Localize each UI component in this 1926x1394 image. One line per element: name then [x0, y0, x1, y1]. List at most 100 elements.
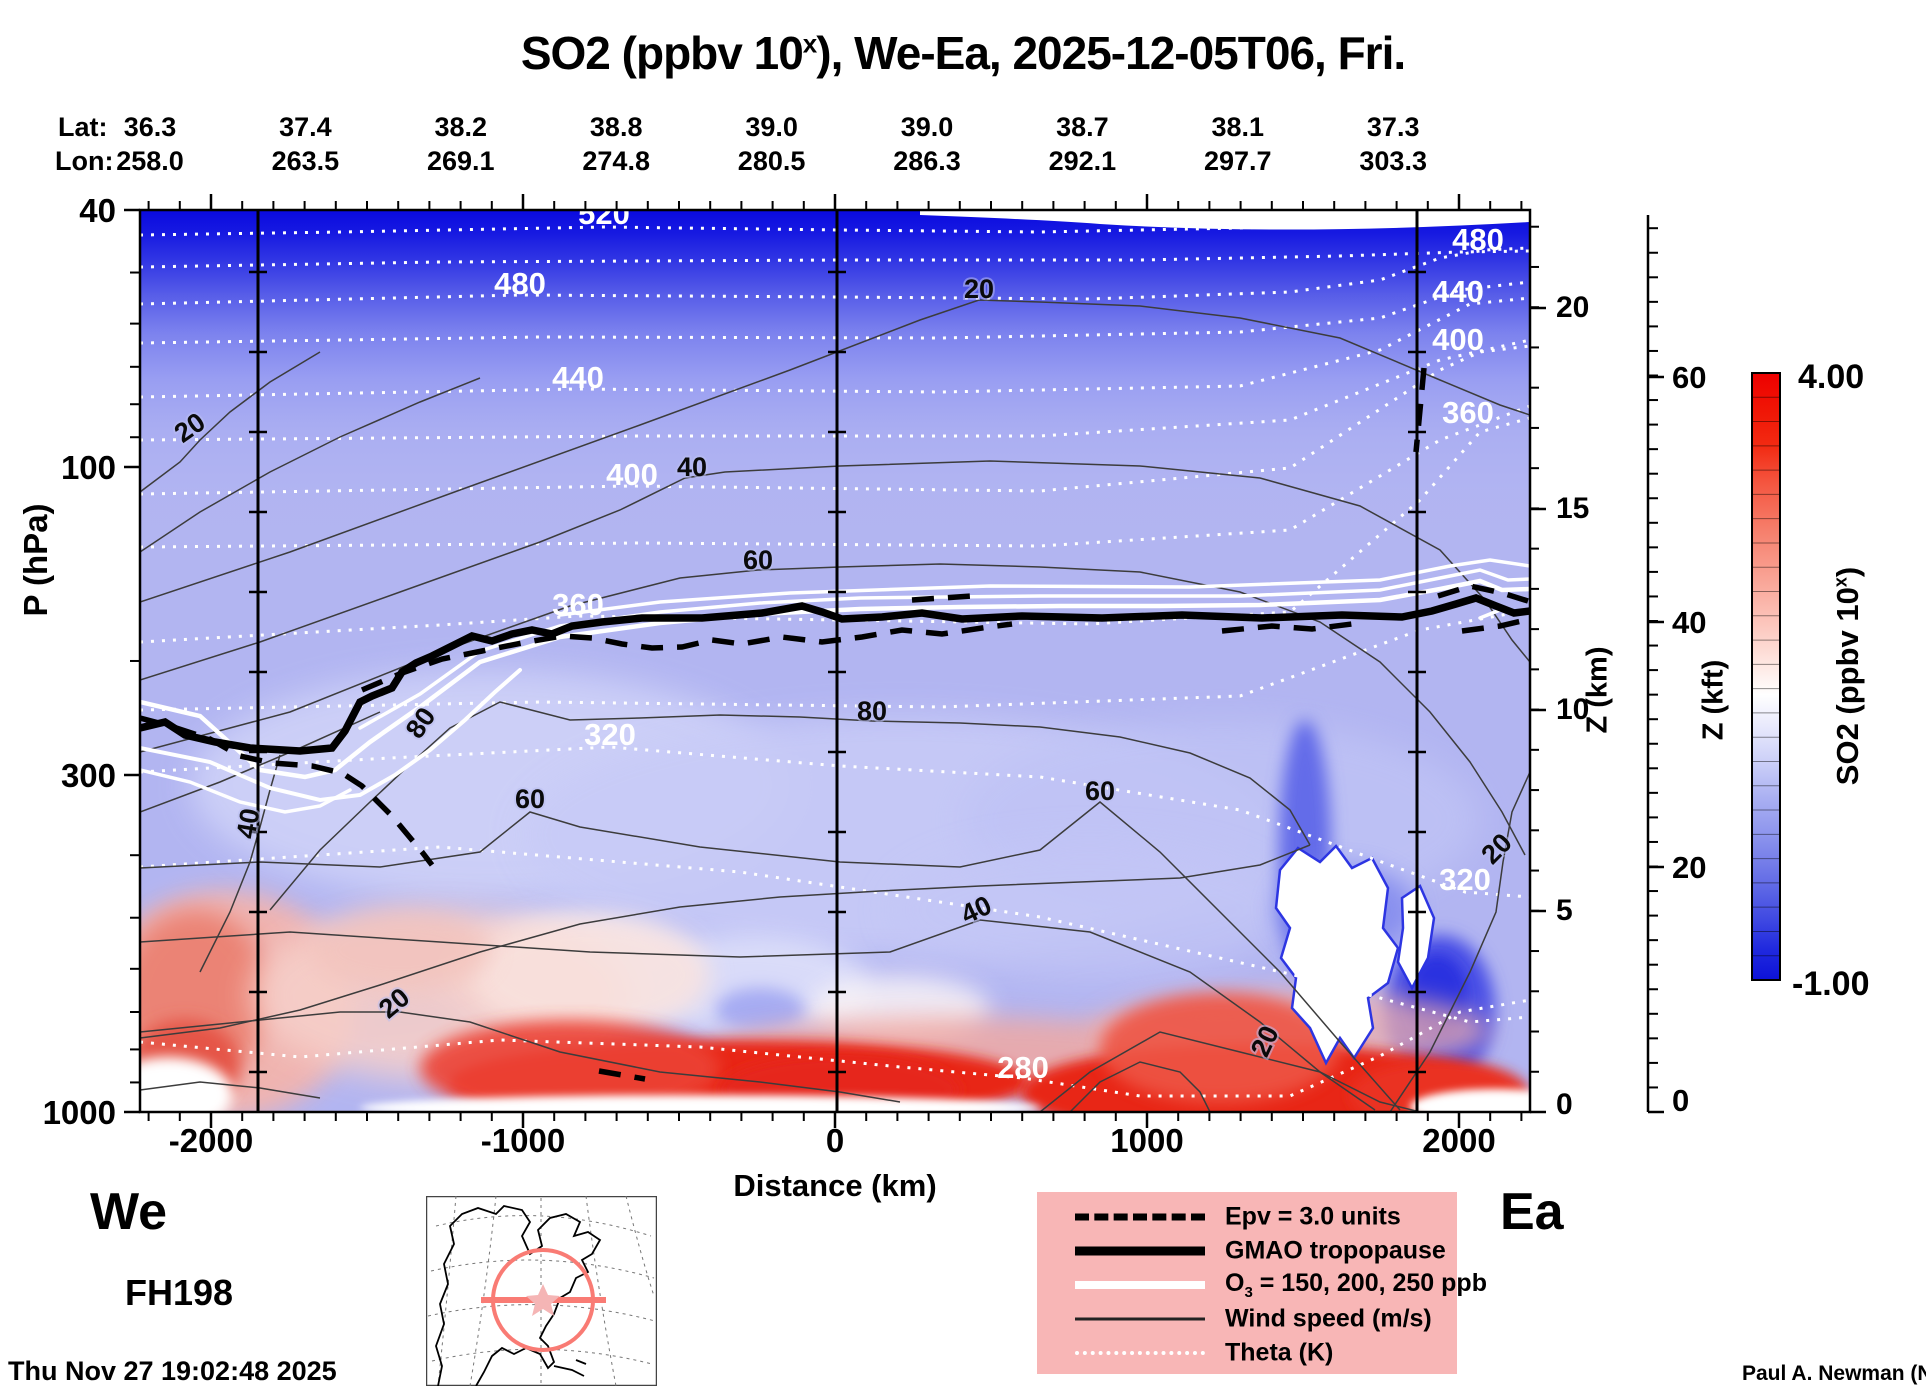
wind-label: 60: [743, 545, 773, 575]
theta-label: 520: [1426, 190, 1478, 225]
lat-value: 38.7: [1056, 112, 1109, 142]
legend-label: Epv = 3.0 units: [1225, 1202, 1401, 1231]
distance-tick-label: 1000: [1110, 1122, 1184, 1159]
theta-label: 360: [1442, 395, 1494, 430]
credit: Paul A. Newman (NASA: [1742, 1362, 1926, 1385]
legend-box: Epv = 3.0 units GMAO tropopause O3 = 150, …: [1037, 1192, 1487, 1374]
distance-tick-label: 2000: [1422, 1122, 1496, 1159]
title-exponent: x: [802, 28, 818, 59]
legend-item-o3: O3 = 150, 200, 250 ppb: [1037, 1268, 1487, 1302]
epv-contours: [140, 367, 1530, 1082]
legend-label: Theta (K): [1225, 1338, 1334, 1367]
wind-label: 60: [515, 784, 545, 814]
distance-tick-label: -2000: [168, 1122, 254, 1159]
lon-value: 258.0: [116, 146, 184, 176]
map-range-circle: [491, 1248, 595, 1352]
map-center-star: [526, 1284, 560, 1316]
axis-ticks: [124, 194, 1546, 1128]
wind-label: 80: [857, 696, 887, 726]
lat-value: 39.0: [900, 112, 954, 142]
theta-label: 440: [552, 360, 604, 395]
pressure-tick-label: 40: [79, 192, 116, 229]
reference-lines: [256, 210, 1419, 1112]
pressure-axis-label: P (hPa): [17, 503, 54, 617]
legend-sample-epv: [1075, 1213, 1205, 1221]
lon-value: 297.7: [1204, 146, 1272, 176]
model-top-sliver: [920, 210, 1530, 230]
distance-axis-label: Distance (km): [733, 1168, 937, 1203]
legend-sample-o3: [1075, 1281, 1205, 1289]
legend-label: Wind speed (m/s): [1225, 1304, 1432, 1333]
theta-label: 280: [997, 1050, 1049, 1085]
legend-item-wind: Wind speed (m/s): [1037, 1302, 1457, 1336]
map-inset: [426, 1196, 657, 1386]
map-coastline: [435, 1205, 602, 1386]
distance-tick-label: 0: [825, 1122, 845, 1159]
lat-value: 36.3: [123, 112, 177, 142]
zkft-tick-label: 0: [1672, 1083, 1690, 1118]
timestamp: Thu Nov 27 19:02:48 2025: [8, 1356, 337, 1386]
colorbar-label: SO2 (ppbv 10x): [1830, 566, 1865, 786]
colorbar: [1751, 372, 1781, 981]
wind-label: 40: [231, 806, 266, 841]
zkft-tick-label: 60: [1672, 360, 1707, 395]
zkft-tick-label: 40: [1672, 605, 1707, 640]
theta-label: 400: [606, 457, 658, 492]
theta-label: 480: [1452, 222, 1504, 257]
page-title: SO2 (ppbv 10x), We-Ea, 2025-12-05T06, Fr…: [520, 27, 1406, 79]
lon-value: 286.3: [893, 146, 961, 176]
lat-row-label: Lat:: [58, 112, 108, 142]
zkm-tick-label: 5: [1556, 894, 1573, 927]
forecast-hour-label: FH198: [125, 1272, 234, 1313]
theta-label: 320: [584, 717, 636, 752]
zkm-tick-label: 10: [1556, 693, 1590, 726]
pressure-tick-label: 300: [60, 757, 116, 794]
legend-sample-trop: [1075, 1246, 1205, 1256]
zkft-axis-label: Z (kft): [1697, 659, 1730, 741]
lat-value: 38.1: [1211, 112, 1265, 142]
lon-value: 280.5: [737, 146, 806, 176]
lat-value: 38.2: [434, 112, 488, 142]
wind-label: 20: [964, 274, 994, 304]
zkft-tick-label: 20: [1672, 850, 1707, 885]
legend-item-trop: GMAO tropopause: [1037, 1234, 1457, 1268]
legend-sample-theta: [1075, 1351, 1205, 1355]
wind-label: 40: [677, 452, 707, 482]
legend-label: O3 = 150, 200, 250 ppb: [1225, 1269, 1487, 1301]
lon-value: 292.1: [1048, 146, 1117, 176]
distance-tick-label: -1000: [480, 1122, 566, 1159]
theta-contours: [140, 218, 1530, 1098]
zkm-tick-label: 15: [1556, 492, 1590, 525]
zkft-axis: [1646, 215, 1664, 1114]
zkm-tick-label: 0: [1556, 1088, 1573, 1121]
so2-field: [140, 210, 1530, 1112]
pressure-tick-label: 100: [60, 449, 116, 486]
lon-value: 274.8: [582, 146, 650, 176]
lon-row-label: Lon:: [55, 146, 114, 176]
colorbar-min: -1.00: [1792, 965, 1870, 1003]
lon-value: 269.1: [427, 146, 495, 176]
lat-value: 37.4: [279, 112, 332, 142]
east-end-label: Ea: [1500, 1183, 1564, 1241]
zkm-axis-label: Z (km): [1581, 646, 1614, 734]
lon-value: 263.5: [271, 146, 340, 176]
legend-item-theta: Theta (K): [1037, 1336, 1457, 1370]
lat-value: 38.8: [589, 112, 643, 142]
legend-label: GMAO tropopause: [1225, 1236, 1446, 1265]
theta-label: 440: [1432, 274, 1484, 309]
west-end-label: We: [90, 1183, 168, 1241]
tropopause-line: [140, 594, 1530, 755]
lon-value: 303.3: [1359, 146, 1427, 176]
legend-sample-wind: [1075, 1317, 1205, 1321]
wind-label: 60: [1085, 776, 1115, 806]
colorbar-max: 4.00: [1798, 358, 1865, 396]
zkm-tick-label: 20: [1556, 291, 1590, 324]
legend-item-epv: Epv = 3.0 units: [1037, 1200, 1457, 1234]
theta-label: 360: [552, 587, 604, 622]
pressure-tick-label: 1000: [42, 1094, 116, 1131]
lat-value: 37.3: [1366, 112, 1420, 142]
theta-label: 480: [494, 266, 546, 301]
